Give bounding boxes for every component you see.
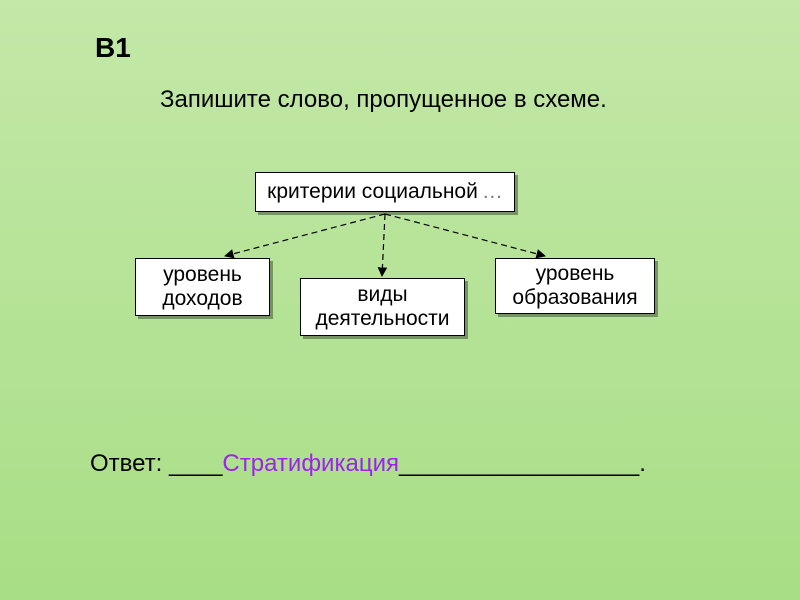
diagram-child-node: виды деятельности xyxy=(300,278,465,336)
diagram-root-ellipsis: … xyxy=(482,180,503,204)
diagram-root-label: критерии социальной xyxy=(267,180,478,204)
answer-value: Стратификация xyxy=(222,450,399,477)
question-code: В1 xyxy=(95,32,131,64)
answer-prefix: Ответ: ____ xyxy=(90,450,222,477)
answer-suffix: __________________. xyxy=(399,450,646,477)
diagram-child-node: уровень образования xyxy=(495,258,655,314)
instruction-text: Запишите слово, пропущенное в схеме. xyxy=(160,86,607,114)
diagram-child-node: уровень доходов xyxy=(135,258,270,316)
answer-line: Ответ: ____Стратификация________________… xyxy=(90,450,646,478)
diagram-root-node: критерии социальной … xyxy=(255,172,515,212)
